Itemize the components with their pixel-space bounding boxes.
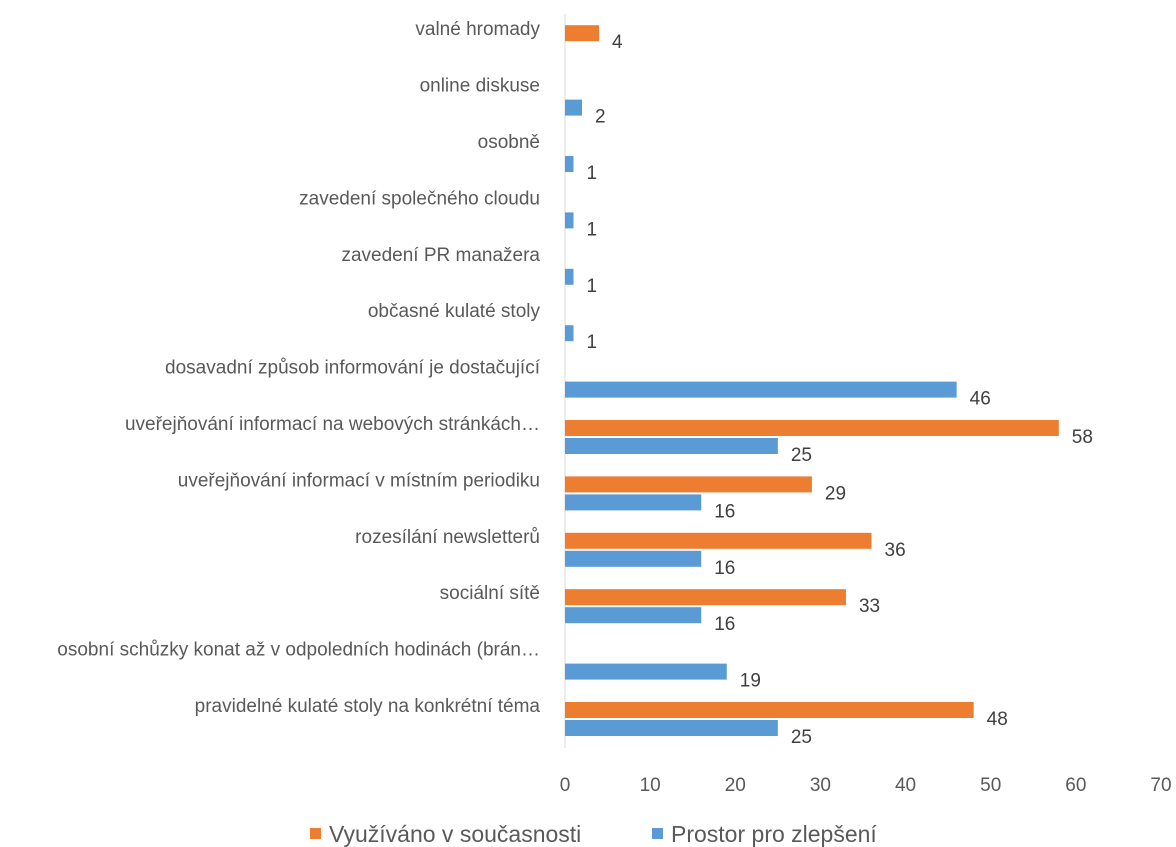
category-label: sociální sítě xyxy=(440,583,540,604)
data-label: 36 xyxy=(885,540,906,561)
bar-vyuzivano xyxy=(565,25,600,42)
data-label: 16 xyxy=(714,614,735,635)
bar-prostor xyxy=(565,550,702,567)
data-label: 19 xyxy=(740,671,761,692)
bar-prostor xyxy=(565,720,778,736)
bar-prostor xyxy=(565,99,583,116)
category-label: rozesílání newsletterů xyxy=(355,527,540,548)
bar-prostor xyxy=(565,325,574,342)
bar-vyuzivano xyxy=(565,476,812,493)
data-label: 29 xyxy=(825,483,846,504)
category-label: online diskuse xyxy=(420,76,540,97)
category-label: dosavadní způsob informování je dostačuj… xyxy=(165,358,541,379)
legend-swatch-series-1 xyxy=(310,828,321,839)
category-label: osobní schůzky konat až v odpoledních ho… xyxy=(57,640,540,661)
category-label: zavedení společného cloudu xyxy=(299,188,540,209)
data-label: 46 xyxy=(970,389,991,410)
legend: Využíváno v současnosti Prostor pro zlep… xyxy=(310,821,877,847)
data-label: 33 xyxy=(859,596,880,617)
bar-prostor xyxy=(565,663,727,680)
bar-prostor xyxy=(565,268,574,285)
x-tick-label: 0 xyxy=(560,775,571,796)
data-labels: 4 2 1 1 1 1 46 58 25 29 16 36 16 33 16 19 48 25 xyxy=(587,32,1093,748)
category-label: občasné kulaté stoly xyxy=(368,301,541,322)
data-label: 16 xyxy=(714,501,735,522)
bar-vyuzivano xyxy=(565,532,872,549)
x-tick-label: 70 xyxy=(1150,775,1171,796)
category-label: uveřejňování informací v místním periodi… xyxy=(178,470,540,491)
x-tick-label: 10 xyxy=(640,775,661,796)
data-label: 48 xyxy=(987,709,1008,730)
category-label: pravidelné kulaté stoly na konkrétní tém… xyxy=(195,696,541,717)
data-label: 1 xyxy=(587,163,598,184)
x-tick-label: 30 xyxy=(810,775,831,796)
bar-prostor xyxy=(565,156,574,172)
legend-swatch-series-2 xyxy=(652,828,663,839)
category-label: osobně xyxy=(478,132,540,153)
x-tick-label: 60 xyxy=(1065,775,1086,796)
data-label: 25 xyxy=(791,727,812,748)
bar-vyuzivano xyxy=(565,420,1059,436)
x-tick-label: 20 xyxy=(725,775,746,796)
data-label: 16 xyxy=(714,558,735,579)
category-labels: valné hromady online diskuse osobně zaveden… xyxy=(57,19,540,717)
data-label: 1 xyxy=(587,332,598,353)
bars xyxy=(565,25,1059,736)
x-tick-label: 50 xyxy=(980,775,1001,796)
data-label: 1 xyxy=(587,219,598,240)
bar-vyuzivano xyxy=(565,702,974,718)
category-label: zavedení PR manažera xyxy=(341,245,540,266)
data-label: 2 xyxy=(595,107,606,128)
category-label: uveřejňování informací na webových strán… xyxy=(125,414,540,435)
data-label: 25 xyxy=(791,445,812,466)
bar-prostor xyxy=(565,381,957,398)
bar-prostor xyxy=(565,494,702,511)
bar-prostor xyxy=(565,212,574,229)
x-axis-tick-labels: 0 10 20 30 40 50 60 70 xyxy=(560,775,1172,796)
data-label: 1 xyxy=(587,276,598,297)
data-label: 4 xyxy=(612,32,623,53)
bar-prostor xyxy=(565,438,778,454)
legend-label-series-2: Prostor pro zlepšení xyxy=(671,821,877,847)
category-label: valné hromady xyxy=(415,19,540,40)
bar-vyuzivano xyxy=(565,589,846,606)
bar-prostor xyxy=(565,607,702,624)
legend-label-series-1: Využíváno v současnosti xyxy=(329,821,581,847)
x-tick-label: 40 xyxy=(895,775,916,796)
data-label: 58 xyxy=(1072,427,1093,448)
